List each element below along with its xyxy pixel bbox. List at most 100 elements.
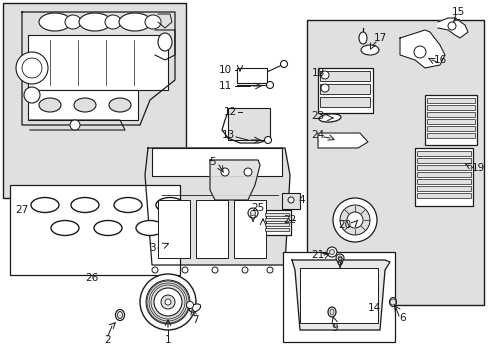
Ellipse shape bbox=[329, 309, 333, 315]
Text: 19: 19 bbox=[470, 163, 484, 173]
Polygon shape bbox=[145, 148, 289, 265]
Text: 18: 18 bbox=[311, 68, 324, 78]
Text: 21: 21 bbox=[311, 250, 324, 260]
Text: 1: 1 bbox=[164, 335, 171, 345]
Text: 11: 11 bbox=[218, 81, 231, 91]
Text: 9: 9 bbox=[331, 323, 338, 333]
Bar bbox=[10, 185, 180, 275]
Ellipse shape bbox=[109, 98, 131, 112]
Polygon shape bbox=[209, 160, 260, 200]
Ellipse shape bbox=[105, 15, 121, 29]
Bar bbox=[426, 98, 474, 103]
Ellipse shape bbox=[65, 15, 81, 29]
Ellipse shape bbox=[79, 13, 111, 31]
Circle shape bbox=[212, 267, 218, 273]
Bar bbox=[416, 179, 470, 184]
Text: 4: 4 bbox=[298, 195, 305, 205]
Circle shape bbox=[24, 87, 40, 103]
Circle shape bbox=[332, 198, 376, 242]
Bar bbox=[416, 172, 470, 177]
Circle shape bbox=[287, 197, 293, 203]
Ellipse shape bbox=[31, 198, 59, 212]
Bar bbox=[424, 95, 476, 145]
Circle shape bbox=[447, 22, 455, 30]
Ellipse shape bbox=[358, 32, 366, 44]
Circle shape bbox=[320, 84, 328, 92]
Bar bbox=[426, 119, 474, 124]
Ellipse shape bbox=[145, 15, 161, 29]
Ellipse shape bbox=[158, 33, 172, 51]
Text: 24: 24 bbox=[311, 130, 324, 140]
Bar bbox=[234, 200, 265, 258]
Bar bbox=[28, 35, 168, 90]
Text: 13: 13 bbox=[221, 130, 234, 140]
Bar bbox=[414, 148, 472, 206]
Circle shape bbox=[337, 256, 341, 260]
Ellipse shape bbox=[389, 297, 396, 306]
Ellipse shape bbox=[114, 198, 142, 212]
Text: 2: 2 bbox=[104, 335, 111, 345]
Circle shape bbox=[22, 58, 42, 78]
Circle shape bbox=[264, 136, 271, 144]
Text: 5: 5 bbox=[209, 157, 216, 167]
Circle shape bbox=[250, 211, 255, 216]
Bar bbox=[306, 20, 483, 305]
Ellipse shape bbox=[189, 304, 200, 312]
Circle shape bbox=[70, 120, 80, 130]
Ellipse shape bbox=[318, 114, 340, 122]
Bar bbox=[282, 193, 299, 209]
Bar bbox=[416, 151, 470, 156]
Circle shape bbox=[182, 267, 187, 273]
Text: 3: 3 bbox=[148, 243, 155, 253]
Circle shape bbox=[266, 81, 273, 89]
Circle shape bbox=[335, 254, 343, 262]
Bar bbox=[317, 68, 372, 113]
Bar bbox=[319, 71, 369, 81]
Ellipse shape bbox=[94, 220, 122, 235]
Ellipse shape bbox=[136, 220, 163, 235]
Bar bbox=[426, 126, 474, 131]
Text: 12: 12 bbox=[223, 107, 236, 117]
Circle shape bbox=[244, 168, 251, 176]
Bar bbox=[263, 210, 290, 235]
Text: 23: 23 bbox=[311, 111, 324, 121]
Polygon shape bbox=[317, 133, 367, 148]
Text: 6: 6 bbox=[399, 313, 406, 323]
Bar bbox=[3, 3, 185, 198]
Bar bbox=[264, 228, 288, 231]
Circle shape bbox=[389, 299, 395, 305]
Ellipse shape bbox=[119, 13, 151, 31]
Circle shape bbox=[221, 168, 228, 176]
Bar bbox=[426, 105, 474, 110]
Circle shape bbox=[339, 205, 369, 235]
Bar bbox=[416, 193, 470, 198]
Text: 27: 27 bbox=[15, 205, 29, 215]
Text: 22: 22 bbox=[283, 215, 296, 225]
Bar bbox=[264, 218, 288, 221]
Circle shape bbox=[140, 274, 196, 330]
Bar bbox=[319, 84, 369, 94]
Bar bbox=[416, 158, 470, 163]
Ellipse shape bbox=[74, 98, 96, 112]
Circle shape bbox=[266, 267, 272, 273]
Circle shape bbox=[186, 302, 193, 309]
Ellipse shape bbox=[117, 311, 122, 319]
Text: 14: 14 bbox=[366, 303, 380, 313]
Polygon shape bbox=[399, 30, 444, 68]
Circle shape bbox=[320, 71, 328, 79]
Bar bbox=[158, 200, 190, 258]
Bar bbox=[227, 108, 269, 140]
Circle shape bbox=[242, 267, 247, 273]
Bar bbox=[196, 200, 227, 258]
Bar bbox=[264, 213, 288, 216]
Circle shape bbox=[154, 288, 182, 316]
Polygon shape bbox=[291, 260, 387, 330]
Bar bbox=[283, 252, 394, 342]
Ellipse shape bbox=[51, 220, 79, 235]
Circle shape bbox=[413, 46, 425, 58]
Ellipse shape bbox=[360, 45, 378, 55]
Circle shape bbox=[146, 280, 190, 324]
Ellipse shape bbox=[115, 310, 124, 320]
Circle shape bbox=[280, 60, 287, 68]
Bar bbox=[416, 186, 470, 191]
